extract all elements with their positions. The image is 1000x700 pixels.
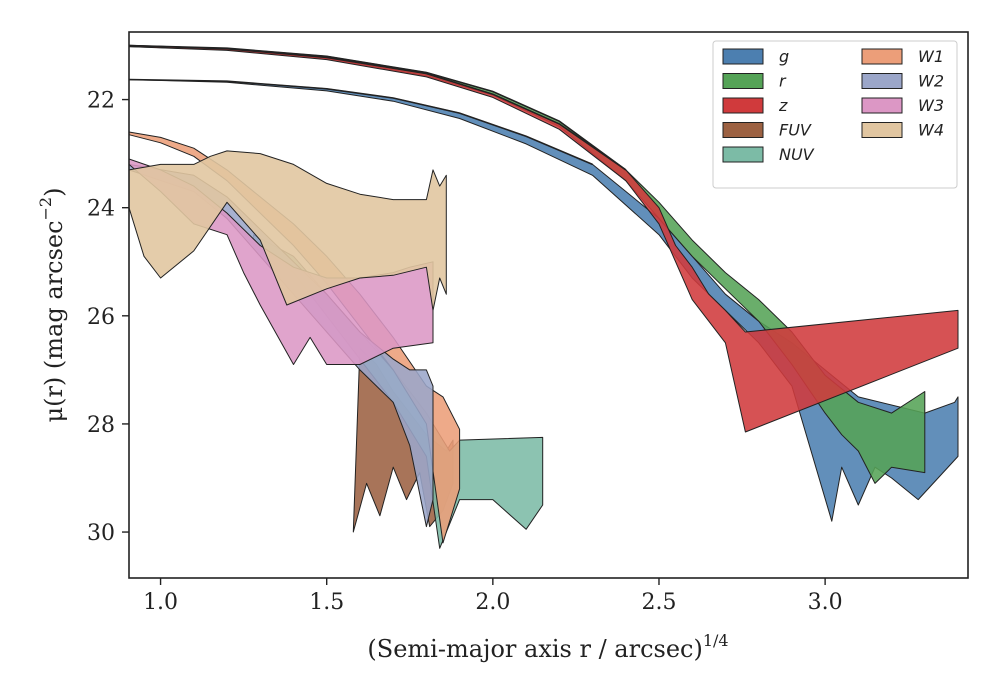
legend-swatch-w4 <box>861 122 903 138</box>
y-axis-label-exponent: −2 <box>36 197 55 221</box>
legend-swatch-w2 <box>861 73 903 89</box>
y-tick-label: 30 <box>87 521 115 546</box>
x-tick-label: 3.0 <box>808 590 843 615</box>
y-axis-label-text: μ(r) (mag arcsec <box>40 220 68 422</box>
legend-label-fuv: FUV <box>779 121 812 140</box>
legend-swatch-w1 <box>861 48 903 65</box>
data-bands <box>128 45 959 549</box>
legend-label-w2: W2 <box>918 72 944 91</box>
band-w4 <box>128 150 447 311</box>
legend-label-z: z <box>778 96 788 115</box>
y-axis-ticks: 22 24 26 28 30 <box>87 89 129 546</box>
x-axis-label-exponent: 1/4 <box>703 631 729 650</box>
legend-swatch-nuv <box>722 146 764 163</box>
legend-label-w1: W1 <box>918 47 944 66</box>
legend-label-nuv: NUV <box>779 145 815 164</box>
legend-label-r: r <box>779 72 787 91</box>
x-axis-label-text: (Semi-major axis r / arcsec) <box>367 635 702 663</box>
legend: grz FUV NUV W1 W2 W3 W4 <box>712 40 958 189</box>
x-tick-label: 1.0 <box>143 590 178 615</box>
legend-label-g: g <box>779 47 789 66</box>
profile-line-g <box>128 78 593 166</box>
y-tick-label: 22 <box>87 89 115 114</box>
y-tick-label: 24 <box>87 197 115 222</box>
x-tick-label: 2.5 <box>641 590 676 615</box>
legend-label-w3: W3 <box>918 96 944 115</box>
y-axis-label-close: ) <box>40 188 68 197</box>
y-tick-label: 26 <box>87 305 115 330</box>
legend-label-w4: W4 <box>918 121 944 140</box>
x-axis-label: (Semi-major axis r / arcsec)1/4 <box>367 631 728 663</box>
legend-swatch-r <box>722 73 764 89</box>
legend-swatch-z <box>722 97 764 114</box>
plot-frame <box>128 31 969 579</box>
profile-line-z <box>128 44 627 171</box>
y-axis-label: μ(r) (mag arcsec−2) <box>36 188 68 423</box>
legend-swatch-w3 <box>861 97 903 114</box>
x-tick-label: 2.0 <box>475 590 510 615</box>
x-tick-label: 1.5 <box>309 590 344 615</box>
legend-swatch-g <box>722 48 764 65</box>
x-axis-ticks: 1.0 1.5 2.0 2.5 3.0 <box>143 578 843 615</box>
profile-lines <box>128 44 627 171</box>
legend-items: grz FUV NUV W1 W2 W3 W4 <box>722 47 944 164</box>
legend-swatch-fuv <box>722 122 764 138</box>
y-tick-label: 28 <box>87 413 115 438</box>
